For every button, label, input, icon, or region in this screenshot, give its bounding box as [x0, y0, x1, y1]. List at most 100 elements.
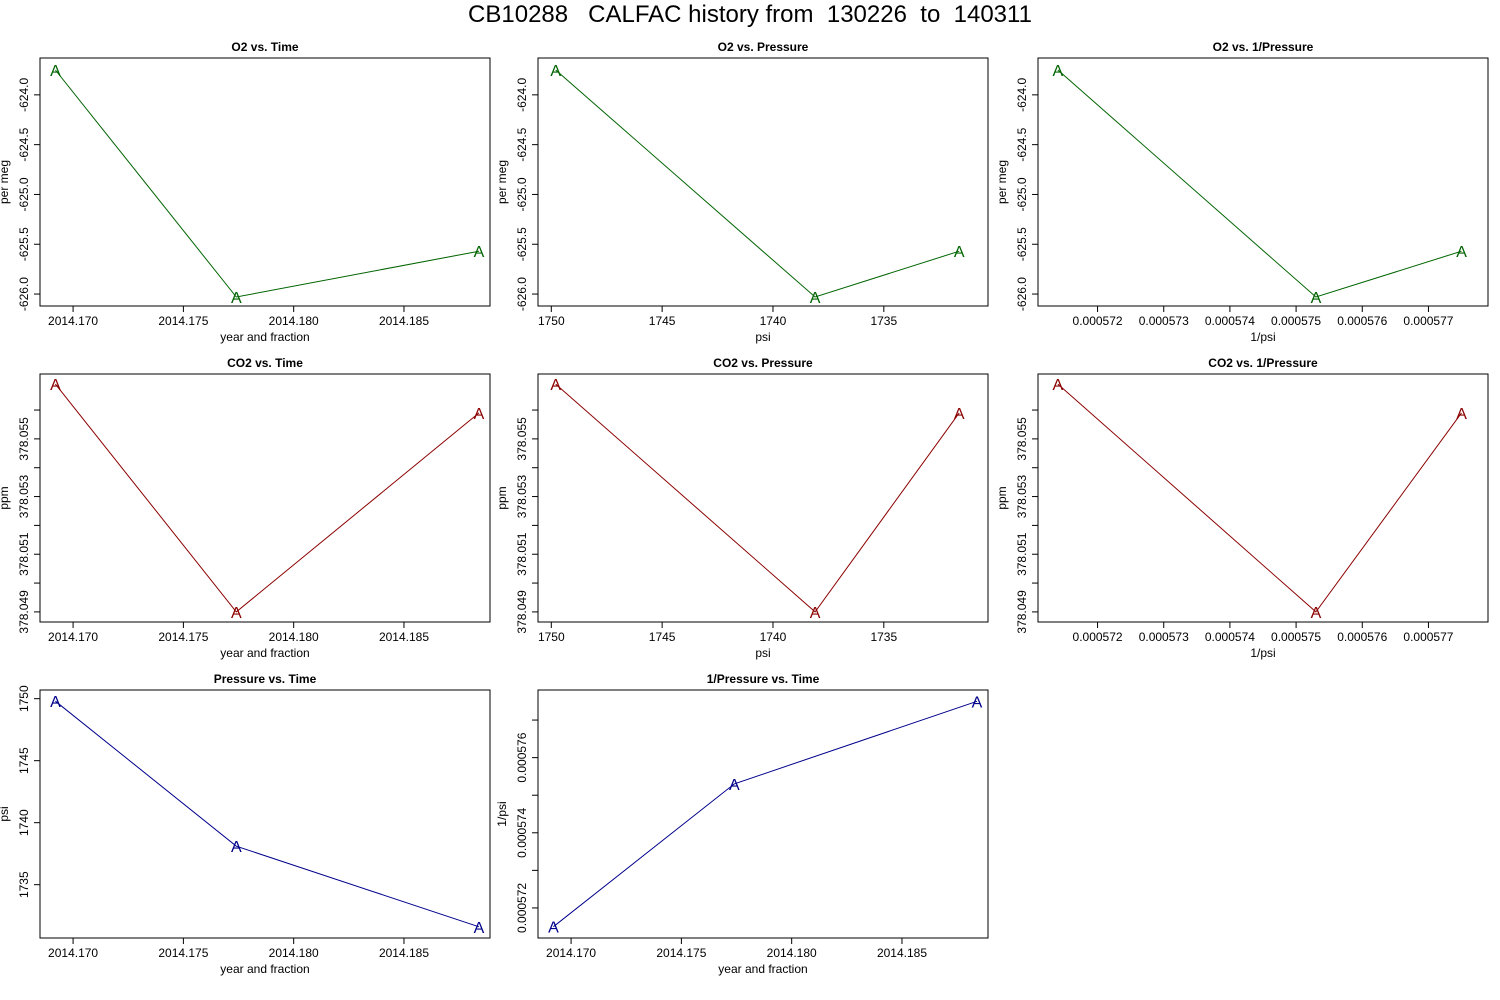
x-tick-label: 1735	[870, 630, 897, 644]
y-tick-label: 1750	[17, 685, 31, 712]
x-tick-label: 2014.180	[269, 946, 319, 960]
y-tick-label: 378.055	[1015, 417, 1029, 461]
data-point: A	[550, 377, 561, 394]
x-tick-label: 0.000572	[1073, 314, 1123, 328]
y-tick-label: 0.000576	[515, 732, 529, 782]
data-point: A	[1311, 290, 1322, 307]
x-axis-label: year and fraction	[220, 330, 309, 344]
x-axis-label: year and fraction	[220, 646, 309, 660]
chart-title: O2 vs. Time	[231, 40, 298, 54]
chart-panel: CO2 vs. Time 2014.170 2014.175 2014.180 2014…	[0, 356, 491, 660]
x-tick-label: 0.000577	[1403, 314, 1453, 328]
plot-frame	[39, 57, 491, 307]
x-axis-label: 1/psi	[1250, 330, 1275, 344]
data-point: A	[1456, 244, 1467, 261]
data-point: A	[954, 406, 965, 423]
plot-frame	[1037, 57, 1489, 307]
chart-panel: 1/Pressure vs. Time 2014.170 2014.175 2014.…	[495, 672, 989, 976]
y-tick-label: 378.051	[515, 532, 529, 576]
x-tick-label: 0.000577	[1403, 630, 1453, 644]
y-tick-label: -624.5	[1015, 127, 1029, 161]
chart-title: O2 vs. 1/Pressure	[1213, 40, 1314, 54]
chart-panel: Pressure vs. Time 2014.170 2014.175 2014.18…	[0, 672, 491, 976]
y-tick-label: -624.5	[17, 127, 31, 161]
x-tick-label: 1735	[870, 314, 897, 328]
data-point: A	[50, 377, 61, 394]
x-tick-label: 2014.185	[379, 314, 429, 328]
data-point: A	[972, 694, 983, 711]
plot-frame	[1037, 373, 1489, 623]
x-tick-label: 2014.185	[379, 630, 429, 644]
plot-frame	[39, 373, 491, 623]
y-tick-label: -626.0	[17, 277, 31, 311]
y-tick-label: 1735	[17, 871, 31, 898]
chart-title: CO2 vs. Time	[227, 356, 303, 370]
series-line	[555, 69, 960, 298]
y-tick-label: -626.0	[515, 277, 529, 311]
y-tick-label: -625.5	[1015, 227, 1029, 261]
x-tick-label: 0.000575	[1271, 314, 1321, 328]
plot-frame	[537, 689, 989, 939]
x-tick-label: 2014.175	[158, 946, 208, 960]
data-point: A	[810, 605, 821, 622]
series-line	[555, 383, 960, 613]
y-axis-label: per meg	[0, 160, 11, 204]
x-tick-label: 1740	[760, 630, 787, 644]
y-tick-label: 378.053	[1015, 475, 1029, 519]
y-tick-label: 378.053	[515, 475, 529, 519]
y-tick-label: 1745	[17, 747, 31, 774]
y-tick-label: 378.049	[17, 590, 31, 634]
x-tick-label: 2014.180	[767, 946, 817, 960]
x-tick-label: 1740	[760, 314, 787, 328]
y-tick-label: -624.0	[515, 78, 529, 112]
chart-panel: CO2 vs. 1/Pressure 0.000572 0.000573 0.0005…	[995, 356, 1489, 660]
chart-title: 1/Pressure vs. Time	[707, 672, 820, 686]
x-tick-label: 2014.170	[48, 946, 98, 960]
y-tick-label: 378.055	[17, 417, 31, 461]
plot-frame	[537, 373, 989, 623]
x-tick-label: 1745	[649, 314, 676, 328]
series-line	[553, 700, 978, 928]
chart-title: Pressure vs. Time	[214, 672, 317, 686]
data-point: A	[1311, 605, 1322, 622]
y-tick-label: -626.0	[1015, 277, 1029, 311]
y-axis-label: per meg	[995, 160, 1009, 204]
y-tick-label: -624.0	[1015, 78, 1029, 112]
y-tick-label: -625.5	[515, 227, 529, 261]
x-tick-label: 2014.180	[269, 314, 319, 328]
page-title: CB10288 CALFAC history from 130226 to 14…	[468, 1, 1032, 28]
y-tick-label: -625.0	[17, 177, 31, 211]
x-tick-label: 2014.175	[158, 630, 208, 644]
series-line	[55, 69, 480, 298]
x-tick-label: 2014.180	[269, 630, 319, 644]
y-tick-label: 378.053	[17, 475, 31, 519]
y-tick-label: 0.000572	[515, 883, 529, 933]
y-tick-label: 378.049	[1015, 590, 1029, 634]
y-tick-label: -624.5	[515, 127, 529, 161]
y-tick-label: 1740	[17, 809, 31, 836]
data-point: A	[1456, 406, 1467, 423]
y-tick-label: 0.000574	[515, 807, 529, 857]
chart-title: CO2 vs. Pressure	[713, 356, 813, 370]
x-tick-label: 0.000575	[1271, 630, 1321, 644]
chart-panel: O2 vs. Pressure 1750 1745 1740 1735 -626.0 -62…	[495, 40, 989, 344]
y-axis-label: per meg	[495, 160, 509, 204]
x-tick-label: 2014.175	[656, 946, 706, 960]
y-tick-label: 378.055	[515, 417, 529, 461]
chart-panel: O2 vs. Time 2014.170 2014.175 2014.180 2014.…	[0, 40, 491, 344]
x-axis-label: year and fraction	[220, 962, 309, 976]
data-point: A	[231, 605, 242, 622]
data-point: A	[810, 290, 821, 307]
series-line	[1057, 69, 1462, 298]
data-point: A	[474, 406, 485, 423]
x-axis-label: psi	[755, 330, 770, 344]
x-tick-label: 0.000576	[1337, 314, 1387, 328]
x-tick-label: 2014.185	[379, 946, 429, 960]
x-tick-label: 2014.170	[48, 630, 98, 644]
x-tick-label: 1750	[538, 314, 565, 328]
data-point: A	[548, 920, 559, 937]
x-tick-label: 0.000573	[1139, 314, 1189, 328]
data-point: A	[729, 777, 740, 794]
x-tick-label: 2014.185	[877, 946, 927, 960]
